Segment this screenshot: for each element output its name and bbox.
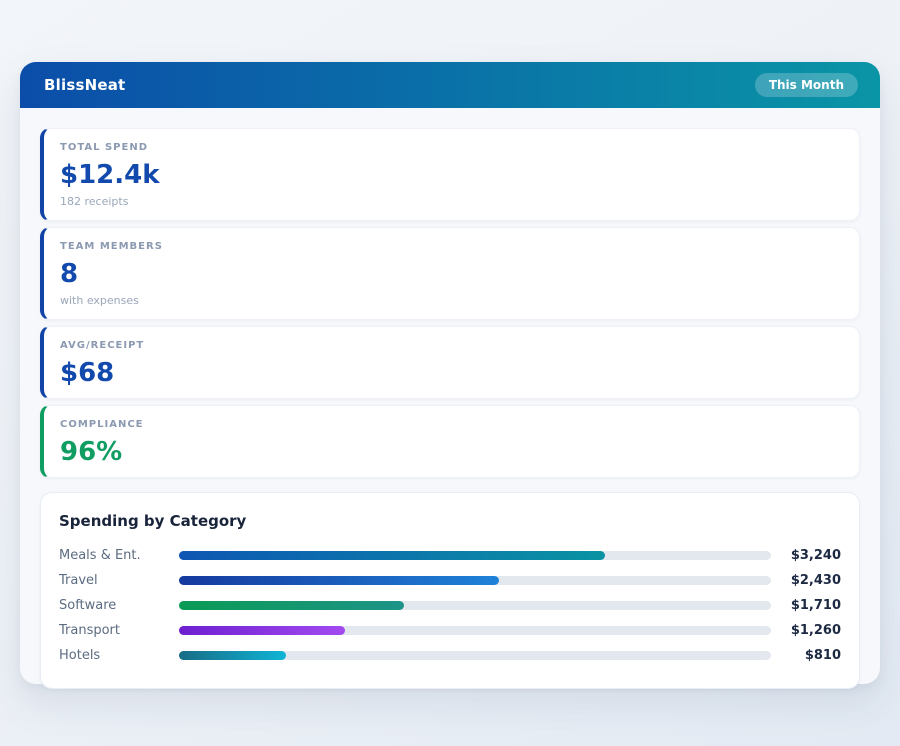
- stat-card-team-members: TEAM MEMBERS 8 with expenses: [40, 227, 860, 320]
- category-row-meals: Meals & Ent. $3,240: [59, 543, 841, 568]
- category-value: $810: [771, 648, 841, 663]
- category-bar-fill: [179, 576, 499, 585]
- category-label: Transport: [59, 623, 179, 638]
- stat-label: TOTAL SPEND: [60, 142, 841, 153]
- stat-card-avg-receipt: AVG/RECEIPT $68: [40, 326, 860, 399]
- category-rows: Meals & Ent. $3,240 Travel $2,430 Software $1…: [59, 543, 841, 668]
- stat-value: 8: [60, 261, 841, 287]
- stat-sub: with expenses: [60, 294, 841, 307]
- category-bar-fill: [179, 651, 286, 660]
- stat-sub: 182 receipts: [60, 195, 841, 208]
- stat-value: $12.4k: [60, 162, 841, 188]
- spending-by-category-card: Spending by Category Meals & Ent. $3,240 T…: [40, 492, 860, 689]
- category-value: $3,240: [771, 548, 841, 563]
- app-title: BlissNeat: [44, 76, 125, 94]
- app-header: BlissNeat This Month: [20, 62, 880, 108]
- category-row-hotels: Hotels $810: [59, 643, 841, 668]
- category-bar-fill: [179, 601, 404, 610]
- category-bar-track: [179, 651, 771, 660]
- stat-label: COMPLIANCE: [60, 419, 841, 430]
- category-value: $1,260: [771, 623, 841, 638]
- stats-section: TOTAL SPEND $12.4k 182 receipts TEAM MEMBER…: [40, 128, 860, 478]
- stat-card-total-spend: TOTAL SPEND $12.4k 182 receipts: [40, 128, 860, 221]
- category-row-travel: Travel $2,430: [59, 568, 841, 593]
- dashboard-content: TOTAL SPEND $12.4k 182 receipts TEAM MEMBER…: [20, 108, 880, 689]
- category-bar-track: [179, 601, 771, 610]
- category-label: Hotels: [59, 648, 179, 663]
- category-bar-track: [179, 551, 771, 560]
- category-bar-track: [179, 626, 771, 635]
- spending-title: Spending by Category: [59, 512, 841, 530]
- stat-card-compliance: COMPLIANCE 96%: [40, 405, 860, 478]
- category-bar-fill: [179, 626, 345, 635]
- stat-value: $68: [60, 360, 841, 386]
- category-label: Software: [59, 598, 179, 613]
- category-row-transport: Transport $1,260: [59, 618, 841, 643]
- dashboard-card: BlissNeat This Month TOTAL SPEND $12.4k 18…: [20, 62, 880, 684]
- stat-value: 96%: [60, 439, 841, 465]
- category-row-software: Software $1,710: [59, 593, 841, 618]
- category-value: $2,430: [771, 573, 841, 588]
- stat-label: AVG/RECEIPT: [60, 340, 841, 351]
- stat-label: TEAM MEMBERS: [60, 241, 841, 252]
- category-label: Meals & Ent.: [59, 548, 179, 563]
- period-badge[interactable]: This Month: [755, 73, 858, 97]
- category-bar-fill: [179, 551, 605, 560]
- category-bar-track: [179, 576, 771, 585]
- category-value: $1,710: [771, 598, 841, 613]
- category-label: Travel: [59, 573, 179, 588]
